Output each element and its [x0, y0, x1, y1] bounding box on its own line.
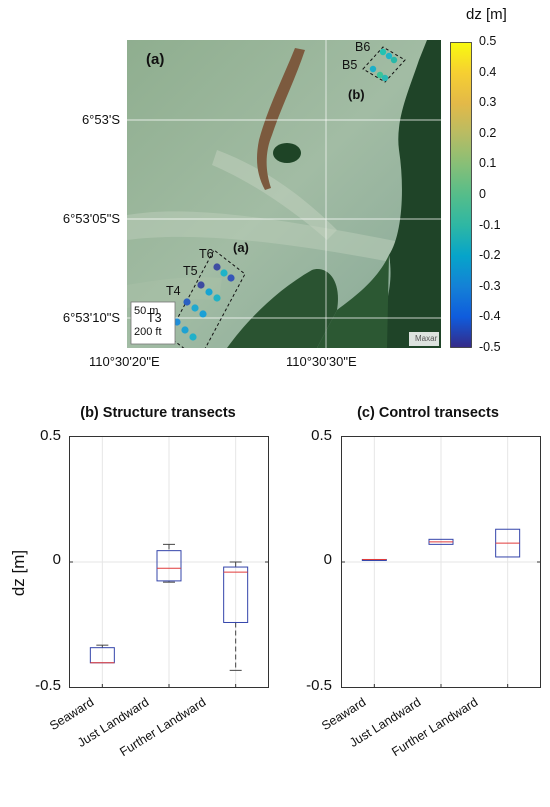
y-tick-b-top: 0.5 [40, 427, 61, 444]
transect-label-t4: T4 [166, 284, 181, 298]
colorbar-tick-label: 0 [479, 187, 486, 201]
colorbar-tick-label: -0.1 [479, 217, 501, 232]
lat-label-1: 6°53'S [81, 112, 120, 127]
transect-label-b5: B5 [342, 58, 358, 72]
map-panel-label: (a) [146, 51, 165, 68]
y-tick-c-top: 0.5 [311, 427, 332, 444]
box-plot-structure [69, 436, 269, 688]
lat-label-3: 6°53'10"S [62, 310, 120, 325]
transect-label-b6: B6 [355, 40, 371, 54]
scale-bar-feet: 200 ft [134, 326, 162, 338]
lon-label-2: 110°30'30"E [286, 354, 357, 369]
y-tick-c-mid: 0 [323, 551, 332, 568]
colorbar-label: dz [m] [466, 6, 507, 23]
lat-label-2: 6°53'05"S [62, 211, 120, 226]
satellite-map [127, 40, 441, 348]
box [223, 566, 249, 623]
transect-label-t3: T3 [147, 311, 162, 325]
y-tick-c-bot: -0.5 [306, 677, 332, 694]
colorbar-tick-label: 0.4 [479, 64, 497, 79]
chart-title-structure: (b) Structure transects [80, 405, 236, 421]
colorbar-tick-label: 0.2 [479, 125, 497, 140]
lon-label-1: 110°30'20"E [89, 354, 160, 369]
imagery-credit: Maxar [415, 334, 438, 343]
chart-title-control: (c) Control transects [357, 405, 499, 421]
colorbar-tick-label: -0.4 [479, 309, 501, 324]
colorbar-tick-label: 0.1 [479, 156, 497, 171]
inset-label-a: (a) [233, 240, 249, 255]
scale-bar-meters: 50 m [134, 305, 159, 317]
transect-label-t6: T6 [199, 247, 214, 261]
y-tick-b-bot: -0.5 [35, 677, 61, 694]
y-tick-b-mid: 0 [52, 551, 61, 568]
colorbar-tick-label: -0.2 [479, 248, 501, 263]
transect-label-t5: T5 [183, 264, 198, 278]
colorbar-tick-label: -0.5 [479, 340, 501, 354]
colorbar-tick-label: 0.3 [479, 95, 497, 110]
box-plot-control [341, 436, 541, 688]
box [156, 550, 182, 582]
inset-label-b: (b) [348, 87, 365, 102]
colorbar [450, 42, 472, 348]
colorbar-tick-label: -0.3 [479, 278, 501, 293]
colorbar-tick-label: 0.5 [479, 34, 497, 48]
